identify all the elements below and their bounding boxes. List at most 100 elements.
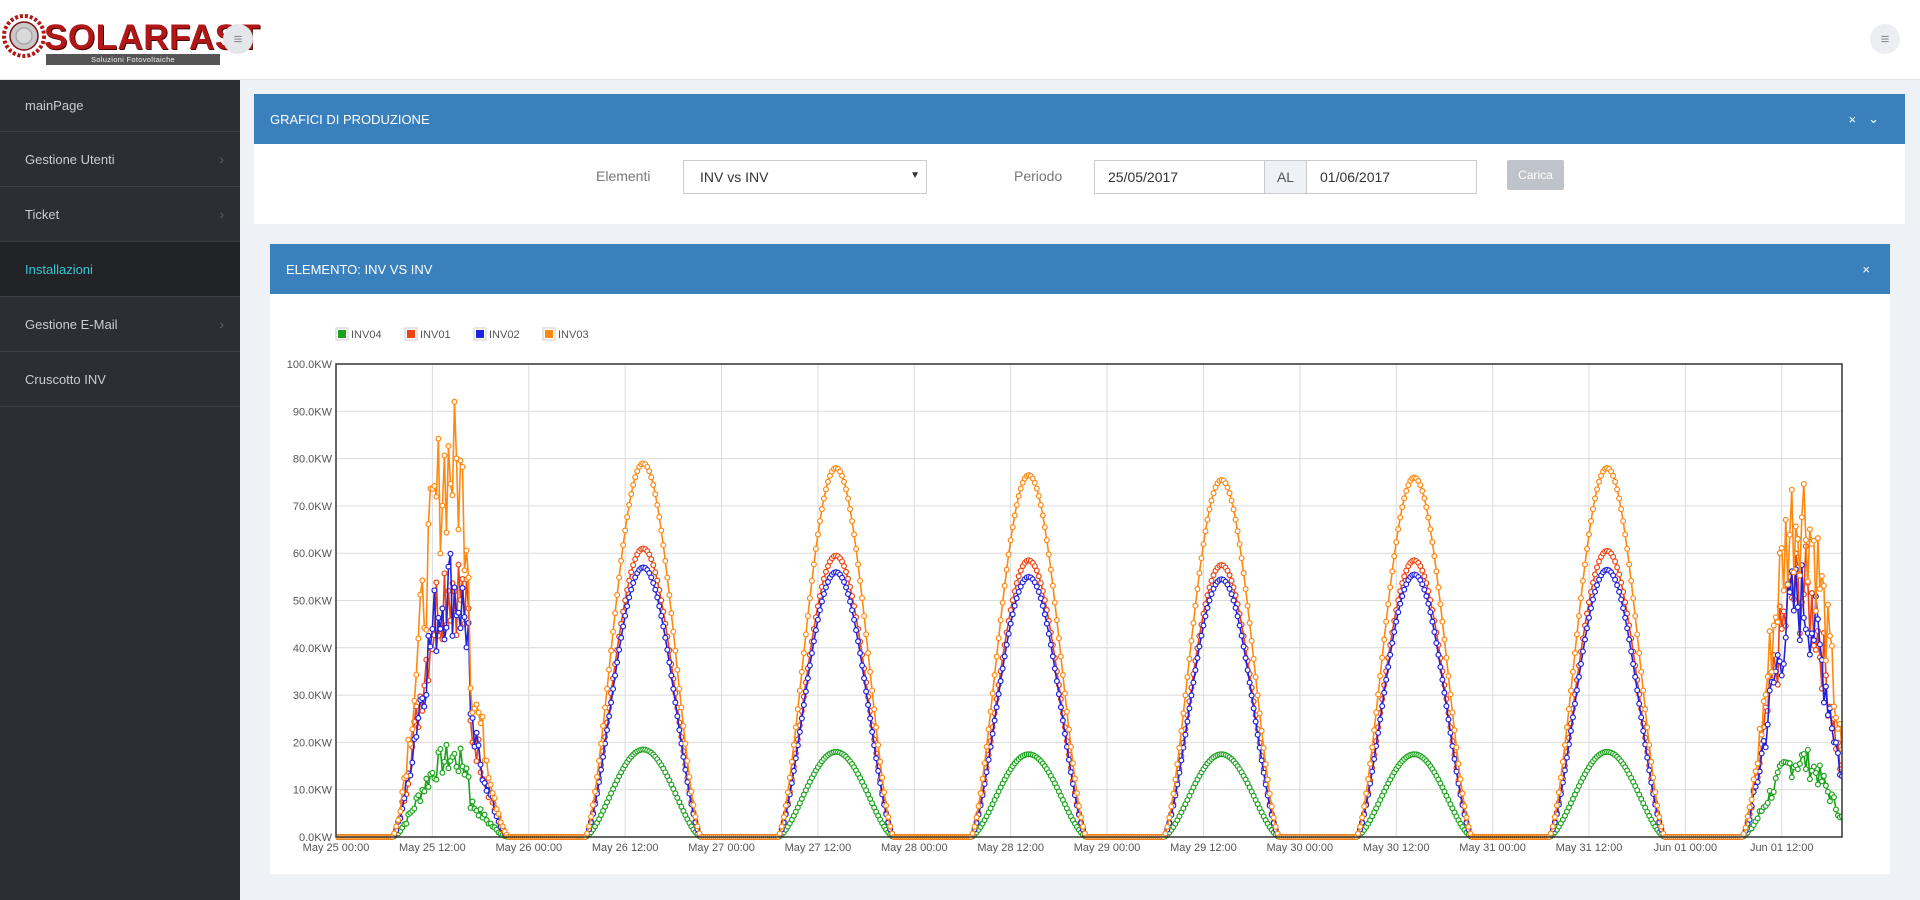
data-point xyxy=(672,699,679,706)
data-point xyxy=(423,691,430,698)
data-point xyxy=(969,830,976,837)
data-point xyxy=(668,610,675,617)
data-point xyxy=(457,625,464,632)
data-point xyxy=(1579,648,1586,655)
data-point xyxy=(620,542,627,549)
sidebar-item-gestione-email[interactable]: Gestione E-Mail › xyxy=(0,297,240,352)
data-point xyxy=(800,701,807,708)
close-icon[interactable]: × xyxy=(1862,261,1870,277)
data-point xyxy=(1049,582,1056,589)
data-point xyxy=(1832,806,1839,813)
data-point xyxy=(1768,668,1775,675)
data-point xyxy=(1806,776,1813,783)
data-point xyxy=(1196,643,1203,650)
data-point xyxy=(1559,758,1566,765)
elementi-select[interactable]: INV vs INV ▼ xyxy=(683,160,927,194)
y-tick-label: 70.0KW xyxy=(293,501,333,513)
chevron-down-icon[interactable]: ⌄ xyxy=(1868,111,1879,126)
data-point xyxy=(822,584,829,591)
data-point xyxy=(808,577,815,584)
data-point xyxy=(1435,584,1442,591)
sidebar-item-mainpage[interactable]: mainPage xyxy=(0,80,240,132)
date-to-input[interactable]: 01/06/2017 xyxy=(1306,160,1477,194)
sidebar-item-cruscotto-inv[interactable]: Cruscotto INV xyxy=(0,352,240,407)
y-tick-label: 60.0KW xyxy=(293,548,333,560)
data-point xyxy=(1208,497,1215,504)
data-point xyxy=(999,665,1006,672)
data-point xyxy=(1748,796,1755,803)
data-point xyxy=(1399,593,1406,600)
data-point xyxy=(1581,561,1588,568)
data-point xyxy=(863,631,870,638)
date-from-input[interactable]: 25/05/2017 xyxy=(1094,160,1265,194)
data-point xyxy=(1208,577,1215,584)
data-point xyxy=(616,574,623,581)
data-point xyxy=(1256,710,1263,717)
data-point xyxy=(1459,790,1466,797)
data-point xyxy=(1431,553,1438,560)
data-point xyxy=(437,625,444,632)
data-point xyxy=(477,761,484,768)
data-point xyxy=(806,595,813,602)
data-point xyxy=(447,480,454,487)
data-point xyxy=(849,607,856,614)
data-point xyxy=(875,767,882,774)
data-point xyxy=(1437,664,1444,671)
solarfast-logo[interactable]: SOLARFAST Soluzioni Fotovoltaiche xyxy=(0,4,260,74)
data-point xyxy=(1013,595,1020,602)
data-point xyxy=(417,591,424,598)
data-point xyxy=(425,632,432,639)
quick-menu-button[interactable]: ≡ xyxy=(1870,24,1900,54)
data-point xyxy=(1033,567,1040,574)
data-point xyxy=(1443,654,1450,661)
data-point xyxy=(1575,673,1582,680)
y-tick-label: 90.0KW xyxy=(293,406,333,418)
data-point xyxy=(1571,700,1578,707)
x-tick-label: Jun 01 00:00 xyxy=(1654,842,1718,854)
data-point xyxy=(1242,586,1249,593)
data-point xyxy=(592,788,599,795)
data-point xyxy=(1614,486,1621,493)
data-point xyxy=(1065,756,1072,763)
data-point xyxy=(877,758,884,765)
data-point xyxy=(602,704,609,711)
data-point xyxy=(1445,673,1452,680)
data-point xyxy=(1451,755,1458,762)
data-point xyxy=(598,740,605,747)
data-point xyxy=(1439,618,1446,625)
sidebar-toggle-button[interactable]: ≡ xyxy=(223,24,253,54)
sidebar-item-installazioni[interactable]: Installazioni xyxy=(0,242,240,297)
data-point xyxy=(1610,472,1617,479)
data-point xyxy=(664,646,671,653)
data-point xyxy=(1246,679,1253,686)
data-point xyxy=(477,806,484,813)
data-point xyxy=(654,501,661,508)
data-point xyxy=(1451,727,1458,734)
data-point xyxy=(1178,757,1185,764)
sidebar-item-ticket[interactable]: Ticket › xyxy=(0,187,240,242)
data-point xyxy=(1417,482,1424,489)
data-point xyxy=(1770,679,1777,686)
data-point xyxy=(782,802,789,809)
data-point xyxy=(445,563,452,570)
carica-button[interactable]: Carica xyxy=(1507,160,1564,190)
data-point xyxy=(624,603,631,610)
data-point xyxy=(682,766,689,773)
data-point xyxy=(1055,691,1062,698)
chevron-right-icon: › xyxy=(219,151,224,167)
data-point xyxy=(1744,813,1751,820)
data-point xyxy=(483,757,490,764)
data-point xyxy=(1238,555,1245,562)
data-point xyxy=(604,727,611,734)
data-point xyxy=(1804,746,1811,753)
data-point xyxy=(1828,642,1835,649)
close-icon[interactable]: × xyxy=(1848,111,1857,127)
data-point xyxy=(1596,478,1603,485)
sidebar-item-gestione-utenti[interactable]: Gestione Utenti › xyxy=(0,132,240,187)
data-point xyxy=(423,626,430,633)
data-point xyxy=(804,675,811,682)
data-point xyxy=(485,774,492,781)
data-point xyxy=(1375,729,1382,736)
data-point xyxy=(1656,813,1663,820)
y-tick-label: 50.0KW xyxy=(293,596,333,608)
